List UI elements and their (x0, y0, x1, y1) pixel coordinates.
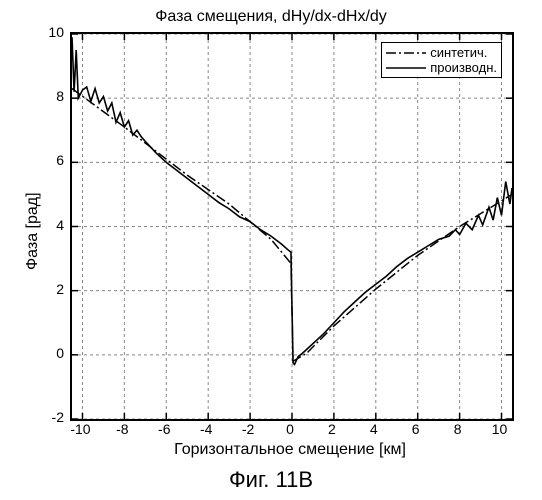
legend-item: синтетич. (386, 45, 497, 60)
figure-caption: Фиг. 11B (0, 467, 542, 493)
x-tick-label: 8 (443, 421, 473, 437)
legend-label: синтетич. (430, 45, 487, 60)
x-tick-label: 2 (317, 421, 347, 437)
x-tick-label: -10 (65, 421, 95, 437)
legend: синтетич.производн. (381, 42, 502, 78)
x-tick-label: -2 (233, 421, 263, 437)
y-tick-label: 2 (34, 281, 64, 297)
plot-area: синтетич.производн. (70, 32, 514, 421)
x-tick-label: -8 (107, 421, 137, 437)
legend-item: производн. (386, 60, 497, 75)
x-tick-label: 10 (485, 421, 515, 437)
y-tick-label: 6 (34, 152, 64, 168)
y-axis-label: Фаза [рад] (24, 192, 42, 270)
y-tick-label: -2 (34, 409, 64, 425)
x-tick-label: 0 (275, 421, 305, 437)
x-tick-label: -6 (149, 421, 179, 437)
y-tick-label: 8 (34, 88, 64, 104)
chart-title: Фаза смещения, dHy/dx-dHx/dy (0, 8, 542, 26)
x-tick-label: 4 (359, 421, 389, 437)
x-tick-label: -4 (191, 421, 221, 437)
plot-svg (72, 34, 512, 419)
x-axis-label: Горизонтальное смещение [км] (70, 441, 510, 459)
legend-label: производн. (430, 60, 497, 75)
y-tick-label: 10 (34, 24, 64, 40)
figure: Фаза смещения, dHy/dx-dHx/dy синтетич.пр… (0, 0, 542, 500)
x-tick-label: 6 (401, 421, 431, 437)
y-tick-label: 0 (34, 345, 64, 361)
series-derivative (72, 37, 512, 364)
